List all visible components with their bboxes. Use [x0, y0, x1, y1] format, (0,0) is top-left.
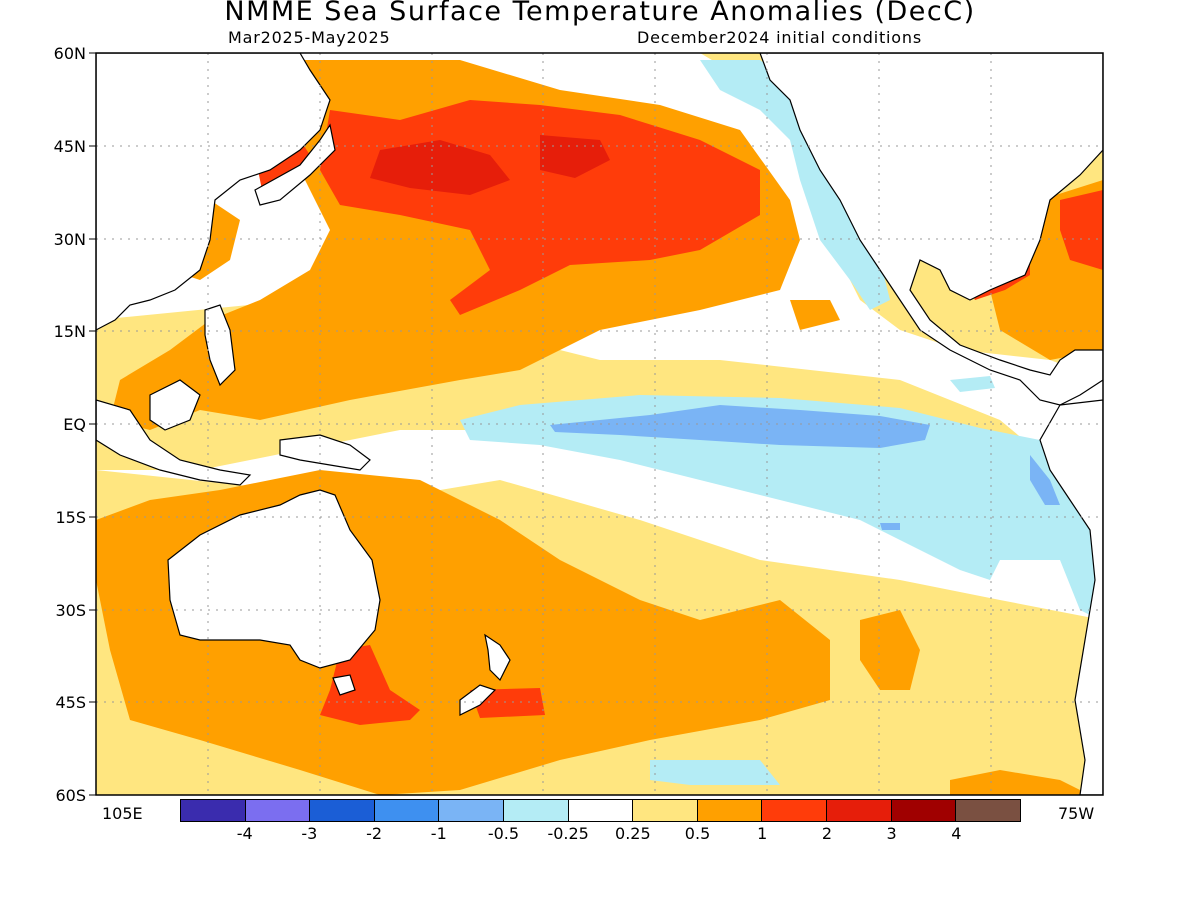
colorbar-swatch — [956, 800, 1020, 821]
lat-label: 15S — [55, 508, 86, 527]
land-masses — [96, 53, 1103, 795]
colorbar-swatch — [568, 800, 634, 821]
colorbar-label: -4 — [236, 824, 253, 843]
weak-cool-anomaly-region — [460, 60, 1100, 785]
australia-landmass — [167, 489, 381, 669]
new-zealand-north-island — [484, 633, 511, 682]
lat-label: 30S — [55, 601, 86, 620]
colorbar-swatch — [181, 800, 246, 821]
lat-label: 45S — [55, 693, 86, 712]
colorbar-label: 3 — [886, 824, 897, 843]
forecast-period: Mar2025-May2025 — [228, 28, 391, 47]
north-america-landmass — [759, 53, 1103, 406]
colorbar-label: 2 — [821, 824, 833, 843]
tasmania-landmass — [332, 674, 356, 696]
colorbar-swatch — [504, 800, 569, 821]
colorbar-swatch — [374, 800, 440, 821]
lat-label: 60S — [55, 786, 86, 805]
lat-label: 15N — [53, 322, 86, 341]
colorbar-label: -1 — [430, 824, 447, 843]
colorbar-swatch — [827, 800, 892, 821]
initial-conditions-label: December2024 initial conditions — [637, 28, 922, 47]
colorbar-swatch — [697, 800, 763, 821]
colorbar-label: -3 — [301, 824, 318, 843]
moderate-cool-anomaly-region — [550, 405, 1060, 530]
colorbar-swatch — [245, 800, 311, 821]
colorbar-label: 1 — [757, 824, 768, 843]
philippines-landmass — [204, 304, 236, 387]
colorbar-label: 0.5 — [684, 824, 711, 843]
south-america-landmass — [1039, 399, 1103, 795]
colorbar-swatch — [762, 800, 828, 821]
lon-label-west: 105E — [102, 804, 143, 823]
colorbar — [180, 799, 1021, 822]
indonesia-landmass — [96, 399, 252, 486]
lat-label: 30N — [53, 230, 86, 249]
map-title: NMME Sea Surface Temperature Anomalies (… — [224, 0, 976, 27]
colorbar-swatch — [310, 800, 375, 821]
lon-label-east: 75W — [1058, 804, 1095, 823]
lat-label: EQ — [63, 415, 86, 434]
japan-landmass — [254, 123, 336, 206]
colorbar-label: 4 — [951, 824, 962, 843]
new-guinea-landmass — [279, 434, 371, 471]
colorbar-swatch — [891, 800, 957, 821]
colorbar-label: -0.5 — [487, 824, 520, 843]
colorbar-label: 0.25 — [615, 824, 651, 843]
colorbar-label: -2 — [366, 824, 383, 843]
colorbar-swatch — [633, 800, 698, 821]
colorbar-swatch — [439, 800, 505, 821]
borneo-landmass — [149, 379, 201, 431]
lat-label: 60N — [53, 44, 86, 63]
colorbar-label: -0.25 — [547, 824, 589, 843]
new-zealand-south-island — [459, 684, 497, 716]
asia-landmass — [96, 53, 331, 331]
lat-label: 45N — [53, 137, 86, 156]
